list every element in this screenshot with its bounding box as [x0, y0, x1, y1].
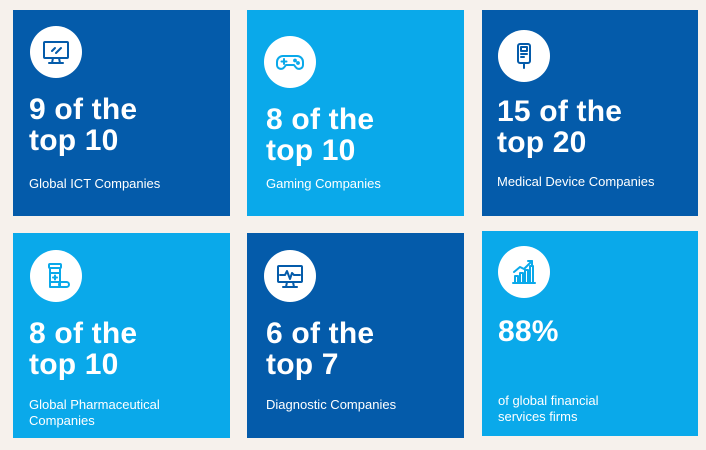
stat-line-2: top 7: [266, 348, 339, 381]
stat-line-1: 6 of the: [266, 317, 375, 350]
stat-label: of global financial services firms: [498, 393, 599, 424]
stat-tile-ict: 9 of the top 10 Global ICT Companies: [13, 10, 230, 216]
growth-chart-icon: [498, 246, 550, 298]
stat-line-2: top 10: [29, 348, 119, 381]
stat-label: Medical Device Companies: [497, 174, 655, 189]
stat-line-1: 8 of the: [266, 103, 375, 136]
stat-label: Diagnostic Companies: [266, 397, 397, 412]
stat-value: 9 of the top 10: [29, 94, 137, 156]
stat-value: 6 of the top 7: [266, 318, 374, 380]
stat-tile-gaming: 8 of the top 10 Gaming Companies: [247, 10, 464, 216]
stat-tile-pharmaceutical: 8 of the top 10 Global Pharmaceutical Co…: [13, 233, 230, 438]
stat-line-1: 88%: [498, 315, 559, 348]
stat-tile-medical-device: 15 of the top 20 Medical Device Companie…: [482, 10, 698, 216]
stat-line-2: top 20: [497, 126, 587, 159]
monitor-icon: [30, 26, 82, 78]
medical-device-icon: [498, 30, 550, 82]
stat-label: Global ICT Companies: [29, 176, 161, 191]
stat-tile-diagnostic: 6 of the top 7 Diagnostic Companies: [247, 233, 464, 438]
stat-line-1: 8 of the: [29, 317, 138, 350]
stat-value: 88%: [498, 316, 559, 347]
stat-tile-financial: 88% of global financial services firms: [482, 231, 698, 436]
diagnostic-monitor-icon: [264, 250, 316, 302]
stat-line-2: top 10: [29, 124, 119, 157]
gamepad-icon: [264, 36, 316, 88]
stat-line-1: 15 of the: [497, 95, 623, 128]
stat-line-2: top 10: [266, 134, 356, 167]
stat-label: Global Pharmaceutical Companies: [29, 397, 160, 428]
stat-value: 8 of the top 10: [29, 318, 137, 380]
stat-line-1: 9 of the: [29, 93, 138, 126]
pill-bottle-icon: [30, 250, 82, 302]
stat-label: Gaming Companies: [266, 176, 381, 191]
stat-value: 8 of the top 10: [266, 104, 374, 166]
stat-value: 15 of the top 20: [497, 96, 622, 158]
